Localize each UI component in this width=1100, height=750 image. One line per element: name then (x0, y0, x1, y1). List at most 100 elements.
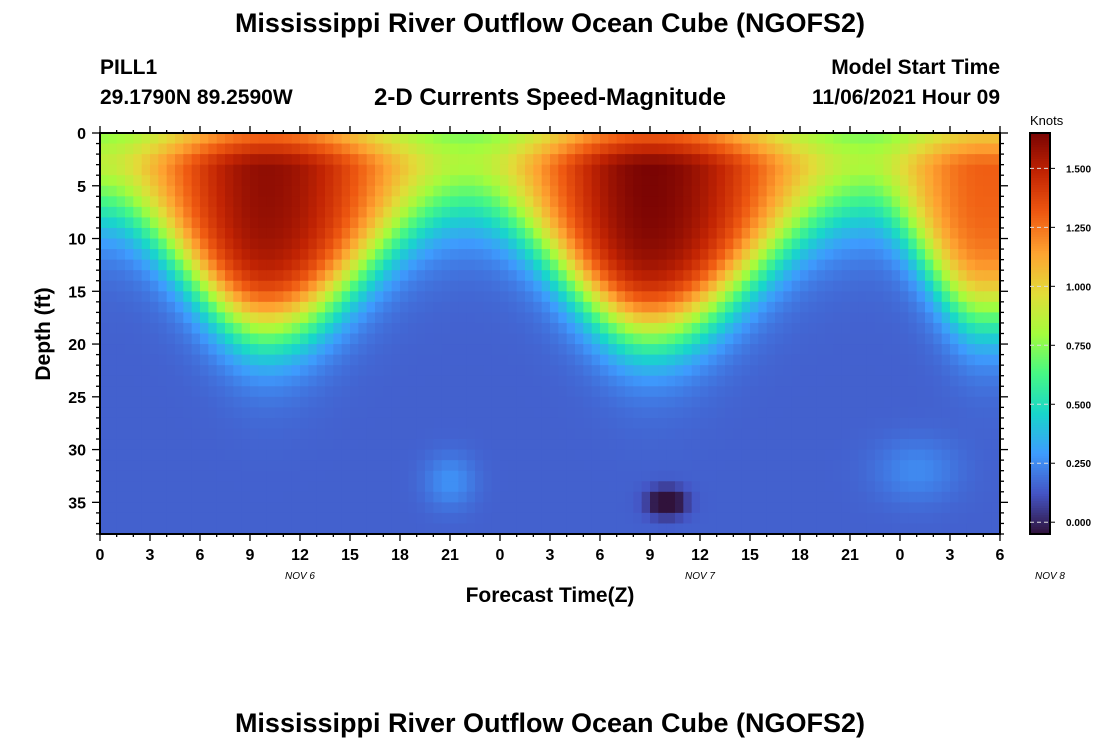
heatmap-cell (600, 270, 609, 281)
heatmap-cell (858, 291, 867, 302)
heatmap-cell (167, 302, 176, 313)
heatmap-cell (325, 281, 334, 292)
heatmap-cell (908, 207, 917, 218)
heatmap-cell (867, 376, 876, 387)
heatmap-cell (858, 418, 867, 429)
heatmap-cell (392, 523, 401, 534)
heatmap-cell (575, 344, 584, 355)
heatmap-cell (675, 175, 684, 186)
heatmap-cell (658, 471, 667, 482)
heatmap-cell (442, 270, 451, 281)
heatmap-cell (117, 492, 126, 503)
heatmap-cell (342, 418, 351, 429)
heatmap-cell (617, 144, 626, 155)
heatmap-cell (508, 291, 517, 302)
heatmap-cell (642, 460, 651, 471)
heatmap-cell (800, 196, 809, 207)
heatmap-cell (292, 397, 301, 408)
heatmap-cell (467, 312, 476, 323)
heatmap-cell (350, 260, 359, 271)
heatmap-cell (575, 481, 584, 492)
heatmap-cell (225, 323, 234, 334)
heatmap-cell (192, 312, 201, 323)
heatmap-cell (775, 471, 784, 482)
heatmap-cell (550, 260, 559, 271)
heatmap-cell (375, 196, 384, 207)
heatmap-cell (567, 133, 576, 144)
heatmap-cell (250, 196, 259, 207)
heatmap-cell (833, 175, 842, 186)
heatmap-cell (675, 249, 684, 260)
heatmap-cell (342, 334, 351, 345)
heatmap-cell (242, 471, 251, 482)
heatmap-cell (433, 281, 442, 292)
heatmap-cell (325, 144, 334, 155)
heatmap-cell (592, 365, 601, 376)
heatmap-cell (483, 281, 492, 292)
heatmap-cell (283, 513, 292, 524)
heatmap-cell (783, 481, 792, 492)
heatmap-cell (767, 302, 776, 313)
heatmap-cell (683, 217, 692, 228)
heatmap-cell (125, 439, 134, 450)
heatmap-cell (533, 439, 542, 450)
heatmap-cell (367, 513, 376, 524)
heatmap-cell (408, 323, 417, 334)
heatmap-cell (725, 217, 734, 228)
heatmap-cell (633, 397, 642, 408)
heatmap-cell (767, 481, 776, 492)
heatmap-cell (808, 291, 817, 302)
heatmap-cell (258, 133, 267, 144)
heatmap-cell (333, 239, 342, 250)
heatmap-cell (233, 397, 242, 408)
heatmap-cell (508, 376, 517, 387)
heatmap-cell (575, 175, 584, 186)
heatmap-cell (508, 407, 517, 418)
heatmap-cell (358, 376, 367, 387)
heatmap-cell (417, 154, 426, 165)
heatmap-cell (733, 481, 742, 492)
heatmap-cell (317, 365, 326, 376)
heatmap-cell (308, 207, 317, 218)
heatmap-cell (100, 492, 109, 503)
heatmap-cell (175, 196, 184, 207)
heatmap-cell (225, 270, 234, 281)
heatmap-cell (817, 460, 826, 471)
heatmap-cell (358, 196, 367, 207)
heatmap-cell (667, 344, 676, 355)
heatmap-cell (775, 312, 784, 323)
heatmap-cell (450, 291, 459, 302)
heatmap-cell (858, 260, 867, 271)
heatmap-cell (192, 397, 201, 408)
heatmap-cell (550, 492, 559, 503)
heatmap-cell (433, 228, 442, 239)
heatmap-cell (950, 196, 959, 207)
heatmap-cell (817, 281, 826, 292)
heatmap-cell (708, 312, 717, 323)
heatmap-cell (300, 196, 309, 207)
heatmap-cell (533, 270, 542, 281)
heatmap-cell (958, 355, 967, 366)
heatmap-cell (625, 502, 634, 513)
heatmap-cell (292, 418, 301, 429)
heatmap-cell (917, 344, 926, 355)
heatmap-cell (892, 249, 901, 260)
heatmap-cell (867, 302, 876, 313)
heatmap-cell (567, 281, 576, 292)
heatmap-cell (333, 217, 342, 228)
heatmap-cell (842, 334, 851, 345)
heatmap-cell (358, 386, 367, 397)
heatmap-cell (667, 186, 676, 197)
heatmap-cell (208, 492, 217, 503)
heatmap-cell (983, 407, 992, 418)
heatmap-cell (167, 133, 176, 144)
heatmap-cell (283, 397, 292, 408)
heatmap-cell (725, 154, 734, 165)
heatmap-cell (825, 165, 834, 176)
heatmap-cell (883, 165, 892, 176)
heatmap-cell (492, 407, 501, 418)
heatmap-cell (150, 460, 159, 471)
heatmap-cell (950, 386, 959, 397)
heatmap-cell (433, 196, 442, 207)
heatmap-cell (492, 323, 501, 334)
